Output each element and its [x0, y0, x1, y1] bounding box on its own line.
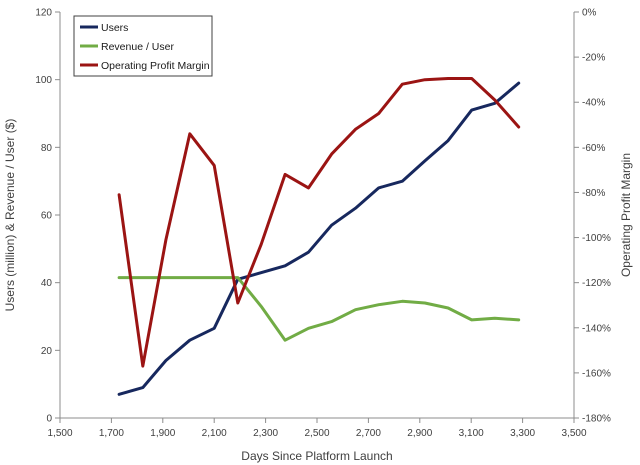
x-tick-label: 2,100 — [202, 428, 227, 439]
y2-tick-label: -120% — [582, 278, 611, 289]
y2-tick-label: -20% — [582, 53, 605, 64]
legend: Users Revenue / User Operating Profit Marg… — [73, 15, 213, 77]
x-tick-label: 1,700 — [99, 428, 124, 439]
x-tick-label: 3,100 — [459, 428, 484, 439]
y-tick-label: 80 — [41, 143, 53, 154]
x-tick-label: 3,300 — [510, 428, 535, 439]
x-tick-label: 2,500 — [304, 428, 329, 439]
y-tick-label: 120 — [35, 8, 52, 19]
x-tick-label: 3,500 — [561, 428, 586, 439]
y2-tick-label: -40% — [582, 98, 605, 109]
y2-tick-label: -160% — [582, 368, 611, 379]
y-tick-label: 60 — [41, 211, 53, 222]
series-lines — [117, 77, 521, 396]
y-tick-label: 100 — [35, 75, 52, 86]
x-tick-label: 2,300 — [253, 428, 278, 439]
y-tick-label: 0 — [46, 414, 52, 425]
legend-label-users: Users — [101, 22, 128, 34]
legend-label-revenue-user: Revenue / User — [101, 41, 174, 53]
y2-axis-title: Operating Profit Margin — [619, 153, 633, 277]
series-line-revenue-user — [117, 276, 521, 342]
y-tick-label: 40 — [41, 278, 53, 289]
x-tick-label: 2,900 — [407, 428, 432, 439]
x-tick-label: 1,500 — [47, 428, 72, 439]
y2-tick-label: 0% — [582, 8, 597, 19]
x-tick-label: 2,700 — [356, 428, 381, 439]
y2-tick-label: -100% — [582, 233, 611, 244]
y2-tick-label: -60% — [582, 143, 605, 154]
series-line-users — [117, 81, 521, 396]
y-axis-title: Users (million) & Revenue / User ($) — [3, 119, 17, 312]
y2-tick-label: -180% — [582, 414, 611, 425]
legend-label-operating-profit-margin: Operating Profit Margin — [101, 60, 210, 72]
x-axis-title: Days Since Platform Launch — [241, 449, 392, 463]
x-tick-label: 1,900 — [150, 428, 175, 439]
y-tick-label: 20 — [41, 346, 53, 357]
series-line-operating-profit-margin — [117, 77, 521, 368]
axes: 1,500 1,700 1,900 2,100 2,300 2,500 2,700 2,900… — [3, 8, 633, 464]
y2-tick-label: -80% — [582, 188, 605, 199]
y2-tick-label: -140% — [582, 323, 611, 334]
